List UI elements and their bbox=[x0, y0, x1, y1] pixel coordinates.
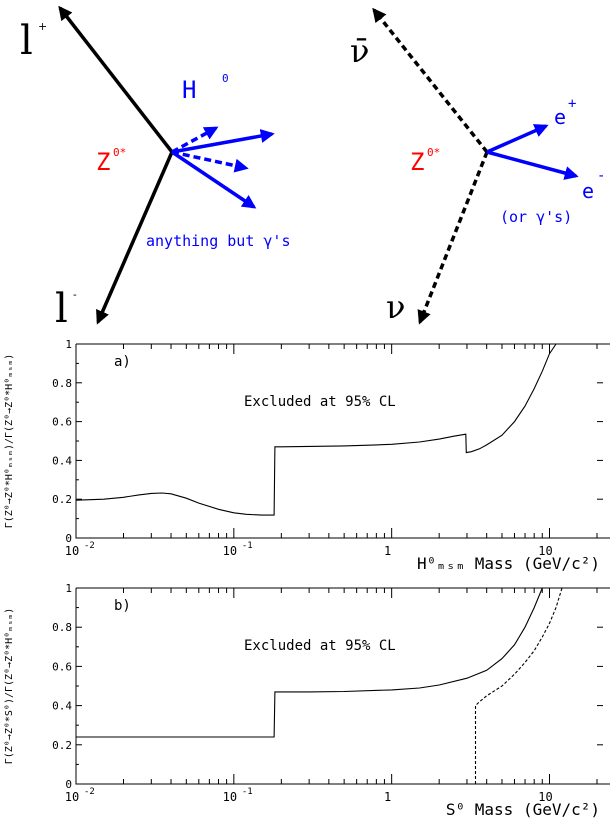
y-axis-label: Γ(Z⁰→Z⁰*S⁰)/Γ(Z⁰→Z⁰*H⁰ₘₛₘ) bbox=[4, 608, 15, 765]
plot-frame bbox=[75, 343, 610, 539]
y-tick-label: 0.8 bbox=[52, 377, 72, 390]
lepton-plus-arrow bbox=[58, 5, 174, 154]
x-tick-label: 10 bbox=[223, 790, 237, 804]
lepton-plus-label: l bbox=[20, 18, 33, 64]
right-note: (or γ's) bbox=[500, 208, 572, 226]
lepton-minus-label: l bbox=[55, 286, 68, 332]
y-tick-label: 0.4 bbox=[52, 454, 72, 467]
y-tick-label: 0.6 bbox=[52, 416, 72, 429]
nu-dashed-arrow bbox=[417, 151, 489, 325]
series-line-1 bbox=[76, 587, 543, 738]
panel-label: a) bbox=[114, 354, 131, 370]
x-tick-exponent: -1 bbox=[242, 541, 253, 551]
y-tick-label: 0.6 bbox=[52, 660, 72, 673]
e-minus-arrow bbox=[486, 150, 579, 180]
higgs-label: H bbox=[182, 76, 196, 104]
higgs-decay-arrow-2 bbox=[171, 150, 257, 209]
x-tick-label: 10 bbox=[223, 544, 237, 558]
plot-panel-a: 0 0.2 0.4 0.6 0.8 1 10 -2 10 -1 1 10 a) Excluded at 9… bbox=[4, 338, 610, 573]
y-tick-label: 0 bbox=[65, 532, 72, 545]
higgs-decay-arrow-1 bbox=[171, 129, 275, 154]
x-tick-label: 10 bbox=[538, 544, 552, 558]
boson-sup: 0* bbox=[113, 146, 126, 159]
nu-label: ν bbox=[386, 288, 405, 326]
y-tick-label: 1 bbox=[65, 582, 72, 595]
y-tick-label: 0.2 bbox=[52, 493, 72, 506]
boson-label: Z bbox=[96, 148, 110, 176]
diagram-left: l + l - Z 0* H 0 anything but γ's bbox=[20, 5, 291, 332]
decay-note: anything but γ's bbox=[146, 232, 291, 250]
x-axis-label: H⁰ₘₛₘ Mass (GeV/c²) bbox=[417, 554, 600, 573]
y-axis-label: Γ(Z⁰→Z⁰*H⁰ₘₛₘ)/Γ(Z⁰→Z⁰*H⁰ₘₛₘ) bbox=[4, 354, 15, 529]
x-tick-exponent: -2 bbox=[84, 787, 95, 797]
y-tick-label: 0.4 bbox=[52, 700, 72, 713]
x-tick-label: 10 bbox=[65, 544, 79, 558]
nubar-label: ν̄ bbox=[350, 32, 369, 70]
exclusion-annotation: Excluded at 95% CL bbox=[244, 394, 396, 410]
x-tick-label: 1 bbox=[384, 790, 391, 804]
x-tick-label: 1 bbox=[384, 544, 391, 558]
exclusion-annotation: Excluded at 95% CL bbox=[244, 638, 396, 654]
lepton-minus-sup: - bbox=[73, 288, 77, 301]
y-tick-label: 1 bbox=[65, 338, 72, 351]
e-plus-label: e bbox=[554, 105, 566, 129]
e-plus-sup: + bbox=[568, 96, 576, 112]
photon-dashed-arrow-2 bbox=[171, 150, 249, 173]
higgs-sup: 0 bbox=[222, 72, 229, 85]
nubar-dashed-arrow bbox=[372, 7, 489, 154]
e-plus-arrow bbox=[486, 124, 549, 154]
series-line-1 bbox=[75, 343, 557, 516]
y-tick-label: 0 bbox=[65, 778, 72, 791]
diagram-right: ν̄ ν Z 0* e + e - (or γ's) bbox=[350, 7, 605, 326]
y-tick-label: 0.8 bbox=[52, 621, 72, 634]
plot-panel-b: 0 0.2 0.4 0.6 0.8 1 10 -2 10 -1 1 10 b) Excluded at 9… bbox=[4, 582, 610, 819]
photon-dashed-arrow-1 bbox=[171, 126, 219, 154]
e-minus-sup: - bbox=[597, 168, 605, 184]
x-axis-label: S⁰ Mass (GeV/c²) bbox=[446, 800, 600, 819]
x-tick-exponent: -2 bbox=[84, 541, 95, 551]
e-minus-label: e bbox=[582, 179, 594, 203]
x-tick-exponent: -1 bbox=[242, 787, 253, 797]
series-line-2 bbox=[474, 587, 563, 784]
lepton-plus-sup: + bbox=[38, 20, 47, 33]
boson-label-right: Z bbox=[410, 148, 424, 176]
x-tick-label: 10 bbox=[65, 790, 79, 804]
panel-label: b) bbox=[114, 598, 131, 614]
x-tick-label: 10 bbox=[538, 790, 552, 804]
boson-sup-right: 0* bbox=[427, 146, 440, 159]
y-tick-label: 0.2 bbox=[52, 739, 72, 752]
lepton-minus-arrow bbox=[96, 151, 174, 325]
